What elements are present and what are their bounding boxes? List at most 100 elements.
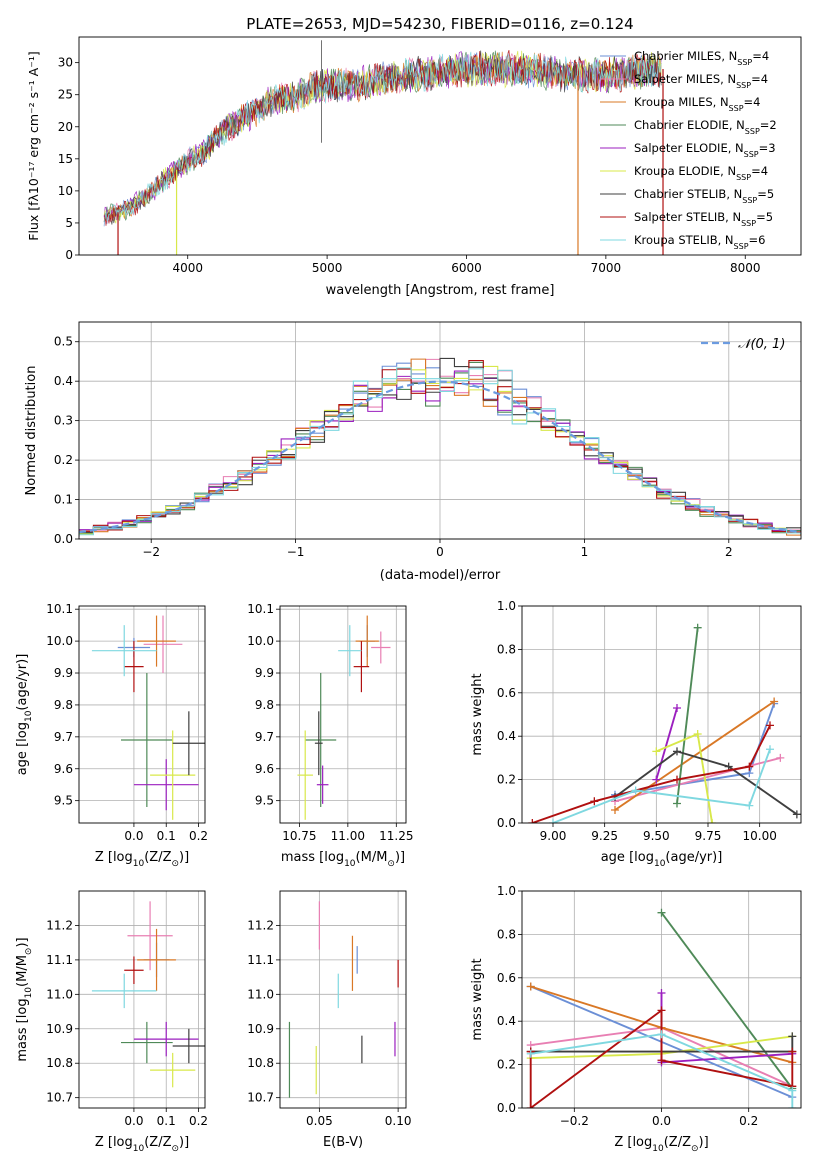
x-tick-label: 0.05 [306, 1114, 333, 1128]
errorbar-point [150, 730, 196, 820]
plot-frame [521, 605, 802, 824]
y-tick-label: 11.1 [46, 953, 73, 967]
y-tick-label: 0.0 [54, 532, 73, 546]
y-tick-label: 0 [65, 248, 73, 262]
y-tick-label: 10.8 [46, 1056, 73, 1070]
age_vs_Z-panel: 0.0 0.1 0.2 9.5 9.6 9.7 9.8 9.9 10.0 10.1 Z [log10… [15, 602, 208, 869]
spectrum-series-line [103, 49, 662, 226]
y-tick-label: 1.0 [497, 884, 516, 898]
weight-marker [673, 747, 681, 756]
x-tick-label: 0.1 [157, 1114, 176, 1128]
weight-marker [526, 1049, 535, 1058]
y-tick-label: 0.8 [497, 927, 516, 941]
x-tick-label: 0.0 [652, 1114, 671, 1128]
weight-series-line [676, 627, 699, 804]
weight-marker [657, 908, 666, 917]
y-tick-label: 10.7 [46, 1091, 73, 1105]
y-axis-label: Flux [fλ10⁻¹⁷ erg cm⁻² s⁻¹ A⁻¹] [26, 51, 41, 240]
normal-curve [79, 380, 801, 534]
plot-frame [78, 890, 206, 1109]
figure-title: PLATE=2653, MJD=54230, FIBERID=0116, z=0… [246, 15, 633, 33]
weight-marker [652, 747, 661, 756]
legend-entry: Kroupa MILES, NSSP=4 [634, 95, 760, 113]
y-tick-label: 10.1 [247, 602, 274, 616]
weight-marker [792, 810, 801, 819]
errorbar-point [150, 1052, 196, 1088]
weight-marker [526, 1104, 535, 1108]
plot-frame [279, 890, 407, 1109]
weight-marker [657, 1006, 666, 1015]
x-axis-label: Z [log10(Z/Z⊙)] [95, 1135, 189, 1154]
y-axis-label: mass weight [470, 958, 485, 1040]
y-tick-label: 0.1 [54, 493, 73, 507]
y-tick-label: 11.2 [247, 918, 274, 932]
y-axis-label: age [log10(age/yr)] [15, 654, 34, 776]
weight-marker [590, 797, 599, 806]
y-axis-label: mass weight [470, 673, 485, 755]
weight-marker [526, 982, 535, 991]
y-tick-label: 0.0 [497, 816, 516, 830]
y-tick-label: 20 [58, 120, 73, 134]
histogram-series [79, 367, 801, 536]
plot-frame [521, 890, 802, 1109]
y-tick-label: 9.6 [255, 762, 274, 776]
x-axis-label: wavelength [Angstrom, rest frame] [326, 283, 555, 298]
y-tick-label: 10.8 [247, 1056, 274, 1070]
y-tick-label: 9.9 [255, 666, 274, 680]
y-tick-label: 30 [58, 56, 73, 70]
x-tick-label: 0.2 [189, 1114, 208, 1128]
errorbar-point [137, 615, 176, 667]
y-tick-label: 10.9 [46, 1022, 73, 1036]
y-tick-label: 1.0 [497, 599, 516, 613]
mass_vs_ebv-panel: 0.05 0.10 10.7 10.8 10.9 11.0 11.1 11.2 E(B-V) [247, 890, 411, 1150]
x-tick-label: 0.2 [739, 1114, 758, 1128]
x-tick-label: 0.0 [124, 829, 143, 843]
y-tick-label: 10.1 [46, 602, 73, 616]
weight-marker [766, 745, 774, 754]
y-tick-label: 0.6 [497, 686, 516, 700]
legend-entry: Kroupa ELODIE, NSSP=4 [634, 164, 768, 182]
mass_vs_Z-panel: 0.0 0.1 0.2 10.7 10.8 10.9 11.0 11.1 11.2 Z [log1… [15, 890, 208, 1154]
y-tick-label: 11.0 [46, 987, 73, 1001]
weight-marker [611, 805, 619, 814]
weight-marker [788, 1047, 797, 1056]
x-tick-label: 6000 [451, 261, 482, 275]
weight-marker [788, 1032, 797, 1041]
weight-marker [724, 762, 733, 771]
errorbar-point [133, 1021, 199, 1057]
y-tick-label: 9.7 [255, 730, 274, 744]
y-tick-label: 0.4 [497, 729, 516, 743]
weight-series-line [552, 748, 771, 823]
y-tick-label: 10.0 [247, 634, 274, 648]
errorbar-point [121, 673, 173, 808]
y-tick-label: 10 [58, 184, 73, 198]
errorbar-point [305, 673, 337, 808]
errorbar-point [297, 730, 313, 820]
spectrum-lines [103, 40, 664, 255]
y-tick-label: 10.7 [247, 1091, 274, 1105]
legend-entry: Salpeter STELIB, NSSP=5 [634, 210, 773, 228]
x-tick-label: 11.25 [379, 829, 413, 843]
plot-frame [78, 36, 802, 256]
x-tick-label: 7000 [591, 261, 622, 275]
x-tick-label: 9.00 [540, 829, 567, 843]
errorbar-point [172, 711, 205, 776]
weight-marker [776, 753, 785, 762]
errorbar-point [124, 956, 144, 984]
errorbar-point [137, 928, 176, 991]
weight_vs_age-panel: 9.00 9.25 9.50 9.75 10.00 0.0 0.2 0.4 0.6 0.8 1.0 a… [470, 599, 802, 869]
weight-series-line [614, 756, 781, 803]
weight-marker [549, 819, 557, 823]
y-tick-label: 9.6 [54, 762, 73, 776]
weight-marker [766, 721, 774, 730]
y-tick-label: 0.2 [497, 1058, 516, 1072]
y-axis-label: Normed distribution [24, 366, 39, 496]
x-tick-label: 9.75 [695, 829, 722, 843]
weight-series-line [530, 1033, 794, 1108]
x-tick-label: 9.50 [643, 829, 670, 843]
legend-entry: Kroupa STELIB, NSSP=6 [634, 233, 765, 251]
y-tick-label: 9.8 [255, 698, 274, 712]
y-tick-label: 0.5 [54, 335, 73, 349]
plot-frame [78, 605, 206, 824]
